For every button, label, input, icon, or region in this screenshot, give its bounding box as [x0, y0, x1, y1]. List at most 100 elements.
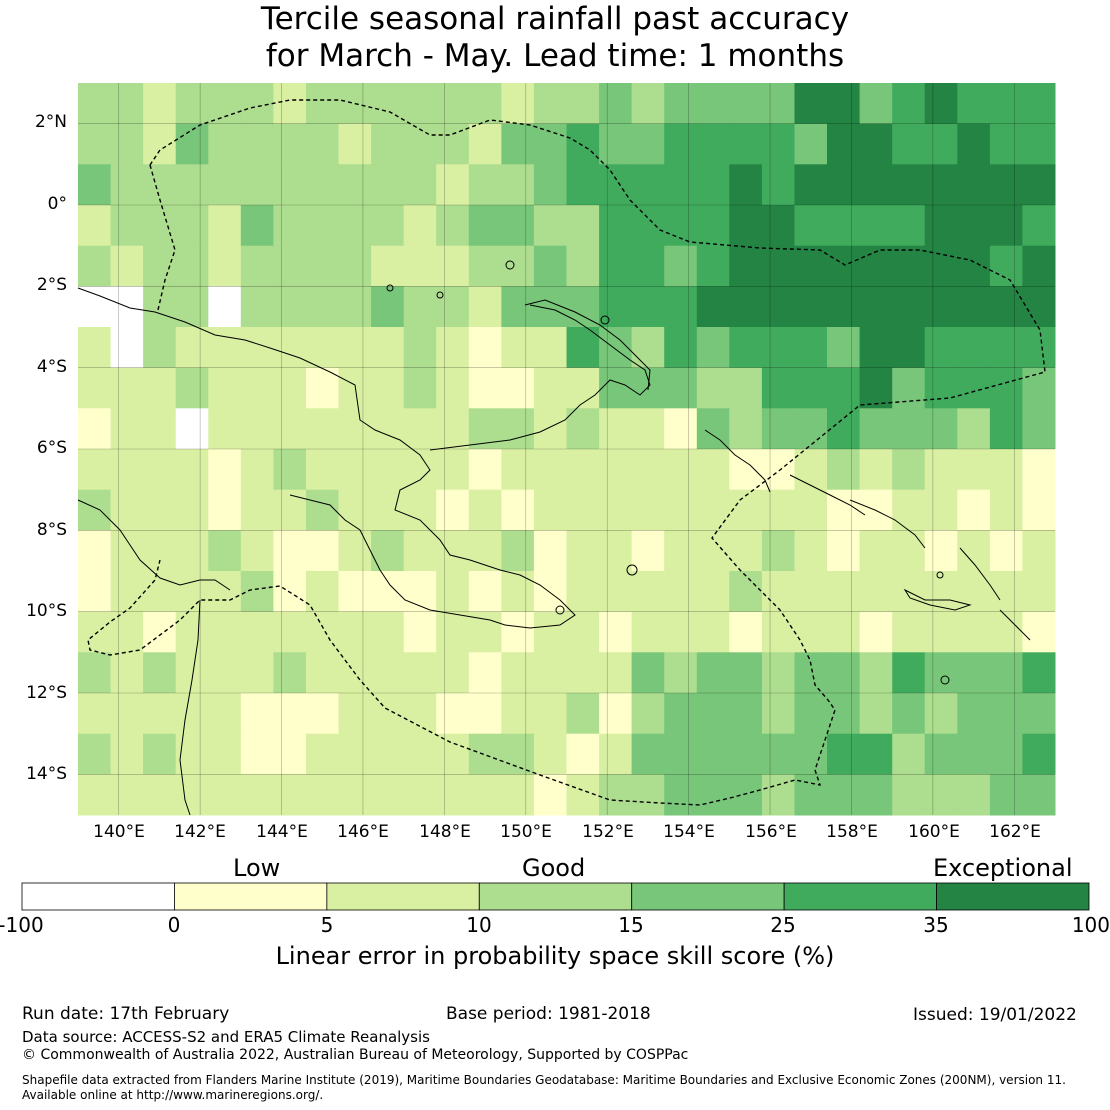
skill-cell: [371, 123, 405, 165]
island-small-d: [555, 605, 565, 615]
coastline-solomon-a: [789, 474, 866, 516]
skill-cell: [989, 530, 1023, 572]
skill-cell: [175, 489, 209, 531]
colorbar-bin: [174, 882, 328, 911]
skill-cell: [533, 367, 567, 409]
skill-cell: [273, 733, 307, 775]
skill-cell: [696, 530, 730, 572]
skill-cell: [599, 286, 633, 328]
skill-cell: [631, 611, 665, 653]
skill-cell: [110, 205, 144, 247]
colorbar-tick: 15: [618, 913, 644, 937]
skill-cell: [110, 123, 144, 165]
skill-cell: [338, 611, 372, 653]
skill-cell: [924, 408, 958, 450]
skill-cell: [208, 123, 242, 165]
skill-cell: [208, 449, 242, 491]
skill-cell: [729, 489, 763, 531]
skill-cell: [664, 571, 698, 613]
skill-cell: [599, 733, 633, 775]
skill-cell: [924, 489, 958, 531]
skill-cell: [729, 733, 763, 775]
coastline-south-shore: [77, 499, 231, 591]
skill-cell: [240, 245, 274, 287]
skill-cell: [240, 693, 274, 735]
skill-cell: [924, 693, 958, 735]
coastline-bougainville: [704, 429, 771, 493]
skill-cell: [664, 245, 698, 287]
skill-cell: [794, 367, 828, 409]
skill-cell: [761, 408, 795, 450]
skill-cell: [306, 123, 340, 165]
skill-cell: [696, 205, 730, 247]
skill-cell: [729, 408, 763, 450]
skill-cell: [436, 205, 470, 247]
skill-cell: [240, 652, 274, 694]
skill-cell: [924, 733, 958, 775]
skill-cell: [501, 693, 535, 735]
skill-cell: [403, 408, 437, 450]
skill-cell: [696, 693, 730, 735]
skill-cell: [1022, 367, 1056, 409]
skill-cell: [468, 489, 502, 531]
skill-cell: [827, 774, 861, 816]
skill-cell: [599, 571, 633, 613]
skill-cell: [761, 693, 795, 735]
skill-cell: [827, 327, 861, 369]
skill-cell: [794, 693, 828, 735]
skill-cell: [403, 245, 437, 287]
skill-cell: [306, 205, 340, 247]
skill-cell: [533, 733, 567, 775]
skill-cell: [924, 327, 958, 369]
skill-cell: [859, 327, 893, 369]
skill-cell: [208, 733, 242, 775]
skill-cell: [533, 449, 567, 491]
skill-cell: [892, 245, 926, 287]
skill-cell: [599, 164, 633, 206]
skill-score-grid: [78, 83, 1056, 816]
lat-label: 0°: [47, 194, 67, 214]
skill-cell: [794, 83, 828, 125]
skill-cell: [501, 245, 535, 287]
skill-cell: [338, 408, 372, 450]
skill-cell: [599, 530, 633, 572]
skill-cell: [696, 327, 730, 369]
skill-cell: [599, 245, 633, 287]
skill-cell: [371, 408, 405, 450]
skill-cell: [631, 164, 665, 206]
skill-cell: [501, 449, 535, 491]
lon-label: 146°E: [337, 822, 389, 842]
skill-cell: [989, 449, 1023, 491]
skill-cell: [501, 733, 535, 775]
skill-cell: [371, 205, 405, 247]
skill-cell: [631, 733, 665, 775]
skill-cell: [403, 123, 437, 165]
shapefile-credit-line2: Available online at http://www.marinereg…: [22, 1088, 324, 1102]
skill-cell: [273, 693, 307, 735]
skill-cell: [208, 774, 242, 816]
lon-label: 154°E: [663, 822, 715, 842]
skill-cell: [110, 489, 144, 531]
skill-cell: [859, 693, 893, 735]
skill-cell: [78, 733, 112, 775]
skill-cell: [468, 571, 502, 613]
skill-cell: [924, 611, 958, 653]
skill-cell: [78, 367, 112, 409]
island-small-c: [626, 564, 638, 576]
skill-cell: [664, 733, 698, 775]
skill-cell: [110, 245, 144, 287]
skill-cell: [794, 286, 828, 328]
skill-cell: [729, 530, 763, 572]
colorbar-tick: 10: [466, 913, 492, 937]
skill-cell: [175, 327, 209, 369]
skill-cell: [729, 245, 763, 287]
skill-cell: [110, 449, 144, 491]
skill-cell: [729, 367, 763, 409]
skill-cell: [143, 408, 177, 450]
skill-cell: [208, 83, 242, 125]
skill-cell: [566, 286, 600, 328]
skill-cell: [794, 571, 828, 613]
skill-cell: [989, 611, 1023, 653]
skill-cell: [403, 733, 437, 775]
skill-cell: [403, 652, 437, 694]
